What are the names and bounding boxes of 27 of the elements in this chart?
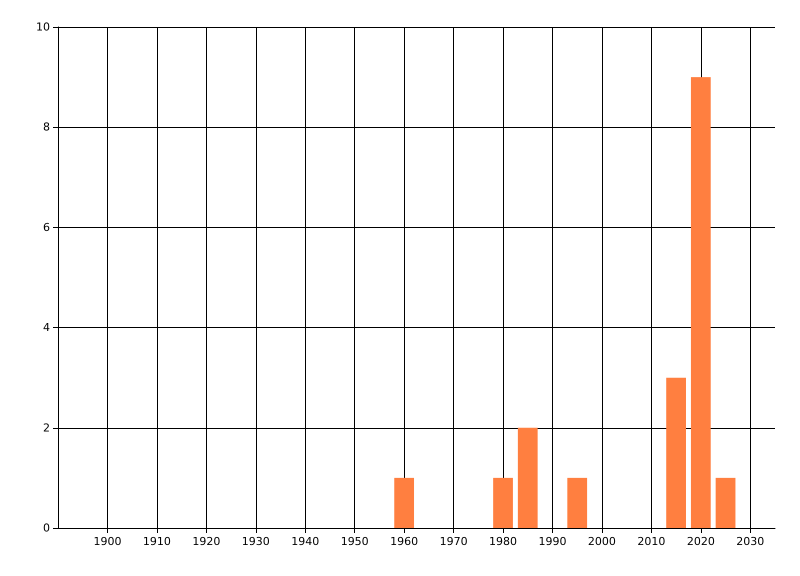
x-tick-label: 1990 [538,535,566,548]
x-tick-label: 1910 [142,535,171,548]
x-tick-label: 1940 [291,535,320,548]
x-tick-label: 1950 [340,535,369,548]
x-tick-label: 1980 [489,535,518,548]
bar [493,478,513,528]
bar [567,478,588,528]
x-tick-label: 1970 [440,535,468,548]
bar [394,478,414,528]
x-tick-label: 1920 [192,535,220,548]
x-tick-label: 2000 [588,535,616,548]
y-tick-label: 4 [43,321,50,334]
bar [666,378,686,528]
x-tick-label: 1930 [242,535,270,548]
x-tick-label: 2030 [736,535,764,548]
y-tick-label: 10 [36,20,50,34]
bar [518,428,538,528]
y-tick-label: 0 [43,522,50,534]
y-tick-label: 2 [43,421,50,434]
x-tick-label: 2010 [637,535,666,548]
x-tick-label: 1900 [93,535,122,548]
bar [716,478,736,528]
x-tick-label: 1960 [390,535,418,548]
bar [690,77,711,528]
y-tick-label: 8 [43,120,50,134]
x-tick-label: 2020 [686,535,715,548]
y-tick-label: 6 [43,220,50,234]
